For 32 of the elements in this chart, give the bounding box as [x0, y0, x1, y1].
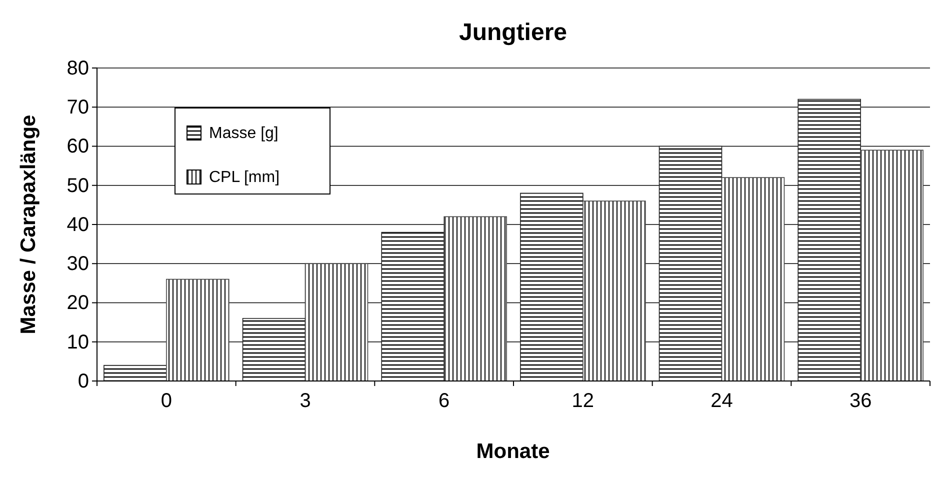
y-tick-label: 20: [66, 292, 89, 314]
bar: [242, 318, 306, 382]
x-axis-title: Monate: [476, 440, 550, 463]
x-tick-label: 36: [849, 390, 872, 412]
bar: [166, 278, 230, 382]
bar: [798, 98, 861, 382]
y-tick-label: 30: [66, 253, 89, 276]
y-tick-label: 10: [66, 331, 89, 354]
y-tick-label: 0: [78, 370, 89, 392]
bar: [582, 200, 646, 382]
y-axis-title: Masse / Carapaxlänge: [17, 114, 40, 334]
x-tick-label: 12: [572, 390, 594, 412]
y-tick-label: 80: [66, 57, 89, 80]
y-tick-label: 50: [66, 174, 89, 197]
bar: [444, 216, 507, 382]
legend-label: CPL [mm]: [209, 169, 280, 186]
y-tick-label: 40: [66, 214, 89, 236]
bar: [381, 232, 444, 382]
y-tick-label: 70: [66, 96, 89, 119]
legend-label: Masse [g]: [209, 125, 278, 142]
bar: [721, 177, 785, 382]
y-tick-label: 60: [66, 136, 89, 158]
bar: [658, 146, 722, 382]
x-tick-label: 3: [300, 390, 311, 412]
bar: [520, 192, 584, 382]
x-tick-label: 6: [438, 390, 450, 412]
x-tick-label: 0: [160, 390, 172, 412]
chart-title: Jungtiere: [458, 19, 568, 46]
bar: [304, 263, 368, 382]
bar: [104, 364, 167, 382]
x-tick-label: 24: [710, 390, 733, 412]
bar: [860, 150, 924, 382]
